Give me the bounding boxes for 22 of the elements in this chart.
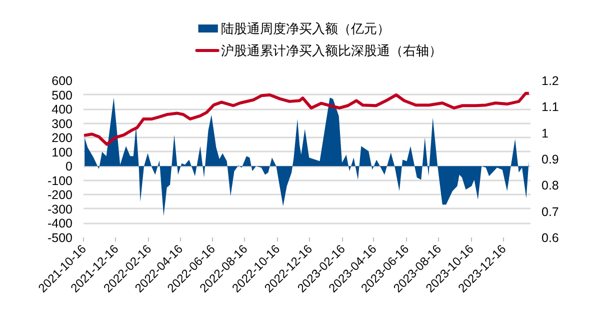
y-tick-label: -400: [47, 216, 73, 231]
y2-tick-label: 1.1: [542, 100, 559, 114]
y2-tick-label: 0.9: [542, 152, 559, 166]
y-tick-label: 400: [52, 102, 73, 117]
y2-tick-label: 0.7: [542, 204, 559, 219]
y2-tick-label: 0.6: [542, 231, 559, 245]
y2-tick-label: 1: [542, 126, 548, 140]
y-tick-label: -500: [47, 231, 73, 245]
y-tick-label: 300: [52, 116, 73, 131]
y-tick-label: 0: [66, 160, 73, 174]
y2-tick-label: 1.2: [542, 74, 559, 88]
legend-label: 陆股通周度净买入额（亿元）: [220, 21, 390, 36]
line-series: [84, 92, 530, 146]
y-tick-label: -100: [47, 174, 73, 188]
y-tick-label: 100: [52, 145, 73, 160]
y-tick-label: 600: [52, 74, 73, 88]
y-tick-label: 500: [52, 88, 73, 102]
legend-label: 沪股通累计净买入额比深股通（右轴）: [220, 43, 442, 58]
y-tick-label: -200: [47, 188, 73, 202]
y2-tick-label: 0.8: [542, 178, 559, 193]
y-tick-label: 200: [52, 131, 73, 146]
y-tick-label: -300: [47, 202, 73, 216]
